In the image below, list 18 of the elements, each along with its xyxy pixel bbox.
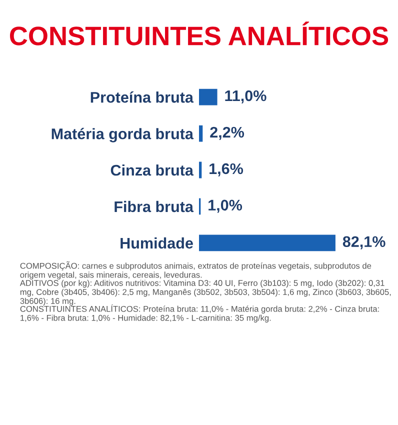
text: ADITIVOS (por kg): Aditivos nutritivos: Vitamina D3: 40 UI, Ferro (3b103): 5 mg, Iodo (3b202): 0,31 mg, Cobre (3b405, 3b406): 2,5 mg, Manganês (3b502, 3b503, 3b504): 1,6 mg, Zinco (3b603, 3b605, 3b606): 16 mg. <box>20 280 391 306</box>
y-tick-label: Humidade <box>120 237 193 249</box>
data-label: 1,6% <box>210 163 244 176</box>
y-tick-label: Proteína bruta <box>90 91 194 103</box>
text: COMPOSIÇÃO: carnes e subprodutos animais, extratos de proteínas vegetais, subprodutos de origem vegetal, sais minerais, cereais, leveduras. <box>20 261 372 280</box>
bar <box>199 234 336 252</box>
y-tick-label: Cinza bruta <box>110 164 194 176</box>
bar <box>199 162 202 178</box>
y-tick-label: Matéria gorda bruta <box>52 128 194 142</box>
chart-title: CONSTITUINTES ANALÍTICOS <box>10 22 388 46</box>
data-label: 1,0% <box>208 200 242 213</box>
bar <box>199 125 203 142</box>
data-label: 11,0% <box>225 90 266 104</box>
data-label: 2,2% <box>210 126 244 140</box>
bar <box>199 88 218 106</box>
text: CONSTITUINTES ANALÍTICOS: Proteína bruta: 11,0% - Matéria gorda bruta: 2,2% - Cinza bruta: 1,6% - Fibra bruta: 1,0% - Humidade: 82,1% - L-carnitina: 35 mg/kg. <box>20 304 379 322</box>
y-tick-label: Fibra bruta <box>114 200 194 212</box>
data-label: 82,1% <box>342 236 386 250</box>
